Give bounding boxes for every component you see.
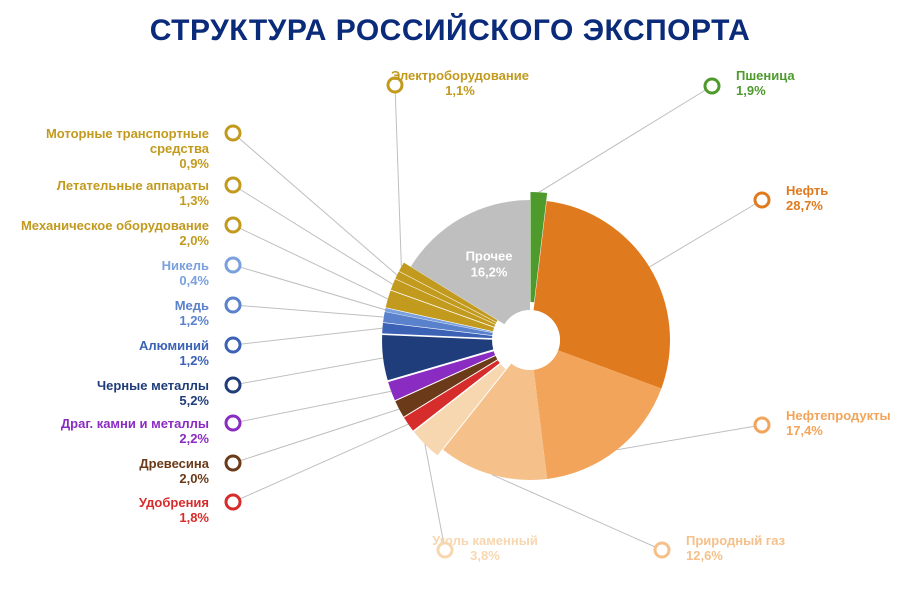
- slice-label: Нефть: [786, 183, 828, 198]
- label-bullet: [226, 416, 240, 430]
- leader-line: [233, 391, 391, 423]
- leader-line: [617, 425, 762, 450]
- slice-inline-label: Прочее: [466, 249, 513, 264]
- slice-label: средства: [150, 141, 210, 156]
- leader-line: [233, 328, 382, 345]
- slice-label: Алюминий: [139, 338, 209, 353]
- slice-pct: 12,6%: [686, 548, 723, 563]
- leader-line: [233, 409, 399, 463]
- slice-label: Электроборудование: [391, 68, 529, 83]
- label-bullet: [226, 338, 240, 352]
- donut-hole: [500, 310, 560, 370]
- slice-pct: 3,8%: [470, 548, 500, 563]
- leader-line: [233, 424, 408, 502]
- slice-pct: 1,3%: [179, 193, 209, 208]
- slice-pct: 1,2%: [179, 313, 209, 328]
- label-bullet: [705, 79, 719, 93]
- label-bullet: [226, 218, 240, 232]
- slice-label: Летательные аппараты: [57, 178, 209, 193]
- chart-title: СТРУКТУРА РОССИЙСКОГО ЭКСПОРТА: [0, 0, 900, 48]
- slice-pct: 2,2%: [179, 431, 209, 446]
- label-bullet: [226, 178, 240, 192]
- slice-label: Природный газ: [686, 533, 786, 548]
- leader-line: [233, 185, 393, 284]
- slice-pct: 5,2%: [179, 393, 209, 408]
- slice-label: Моторные транспортные: [46, 126, 209, 141]
- slice-label: Никель: [162, 258, 209, 273]
- label-bullet: [226, 258, 240, 272]
- label-bullet: [226, 456, 240, 470]
- pie-chart: Пшеница1,9% Нефть28,7% Нефтепродукты17,4% П…: [0, 50, 900, 600]
- slice-pct: 28,7%: [786, 198, 823, 213]
- slice-label: Драг. камни и металлы: [61, 416, 209, 431]
- leader-line: [649, 200, 762, 267]
- slice-pct: 1,9%: [736, 83, 766, 98]
- slice-label: Нефтепродукты: [786, 408, 891, 423]
- slice-pct: 17,4%: [786, 423, 823, 438]
- slice-label: Пшеница: [736, 68, 795, 83]
- slice-pct: 1,1%: [445, 83, 475, 98]
- label-bullet: [226, 126, 240, 140]
- slice-label: Уголь каменный: [432, 533, 538, 548]
- label-bullet: [755, 418, 769, 432]
- label-bullet: [226, 378, 240, 392]
- label-bullet: [655, 543, 669, 557]
- slice-pct: 0,9%: [179, 156, 209, 171]
- slice-inline-pct: 16,2%: [471, 265, 508, 280]
- label-bullet: [226, 495, 240, 509]
- slice-label: Медь: [175, 298, 209, 313]
- slice-pct: 1,2%: [179, 353, 209, 368]
- slice-pct: 2,0%: [179, 471, 209, 486]
- leader-line: [233, 305, 384, 317]
- label-bullet: [755, 193, 769, 207]
- label-bullet: [226, 298, 240, 312]
- leader-line: [233, 133, 397, 275]
- slice-pct: 2,0%: [179, 233, 209, 248]
- slice-label: Черные металлы: [97, 378, 209, 393]
- leader-line: [539, 86, 712, 192]
- slice-pct: 1,8%: [179, 510, 209, 525]
- leader-line: [233, 358, 383, 385]
- slice-label: Механическое оборудование: [21, 218, 209, 233]
- slice-pct: 0,4%: [179, 273, 209, 288]
- leader-line: [233, 265, 385, 310]
- leader-line: [395, 85, 401, 267]
- slice-label: Удобрения: [139, 495, 209, 510]
- slice-label: Древесина: [139, 456, 209, 471]
